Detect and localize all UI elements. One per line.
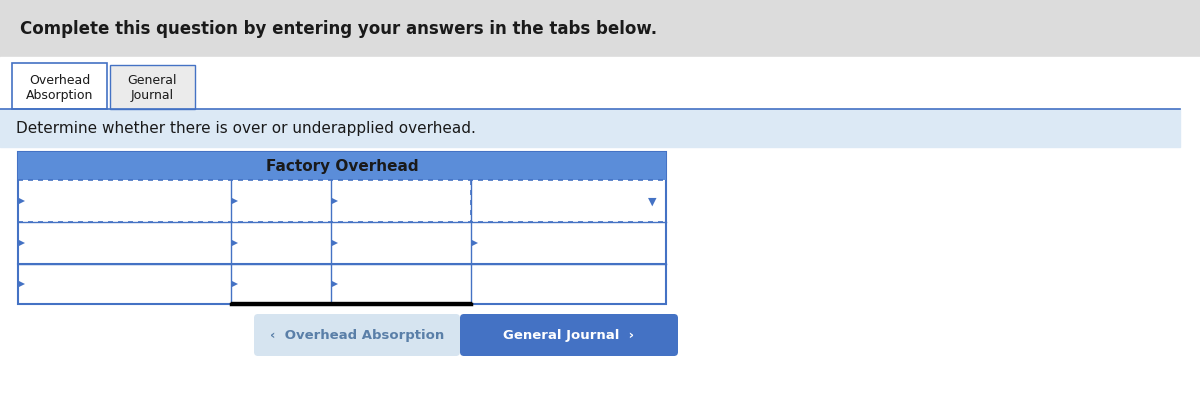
Text: Overhead: Overhead xyxy=(29,73,90,86)
Bar xyxy=(0,58,1200,401)
Text: Complete this question by entering your answers in the tabs below.: Complete this question by entering your … xyxy=(20,20,658,38)
FancyBboxPatch shape xyxy=(460,314,678,356)
Text: Absorption: Absorption xyxy=(26,88,94,101)
Text: General Journal  ›: General Journal › xyxy=(504,329,635,342)
Bar xyxy=(18,153,666,304)
Text: Journal: Journal xyxy=(131,89,174,102)
Text: Factory Overhead: Factory Overhead xyxy=(265,159,419,174)
Bar xyxy=(110,66,194,110)
Text: ▼: ▼ xyxy=(648,196,656,207)
Text: General: General xyxy=(127,74,178,87)
FancyBboxPatch shape xyxy=(254,314,460,356)
Bar xyxy=(0,0,1200,58)
Bar xyxy=(18,153,666,180)
Bar xyxy=(12,64,107,110)
Text: Determine whether there is over or underapplied overhead.: Determine whether there is over or under… xyxy=(16,121,476,136)
Bar xyxy=(0,110,1180,148)
Text: ‹  Overhead Absorption: ‹ Overhead Absorption xyxy=(270,329,444,342)
